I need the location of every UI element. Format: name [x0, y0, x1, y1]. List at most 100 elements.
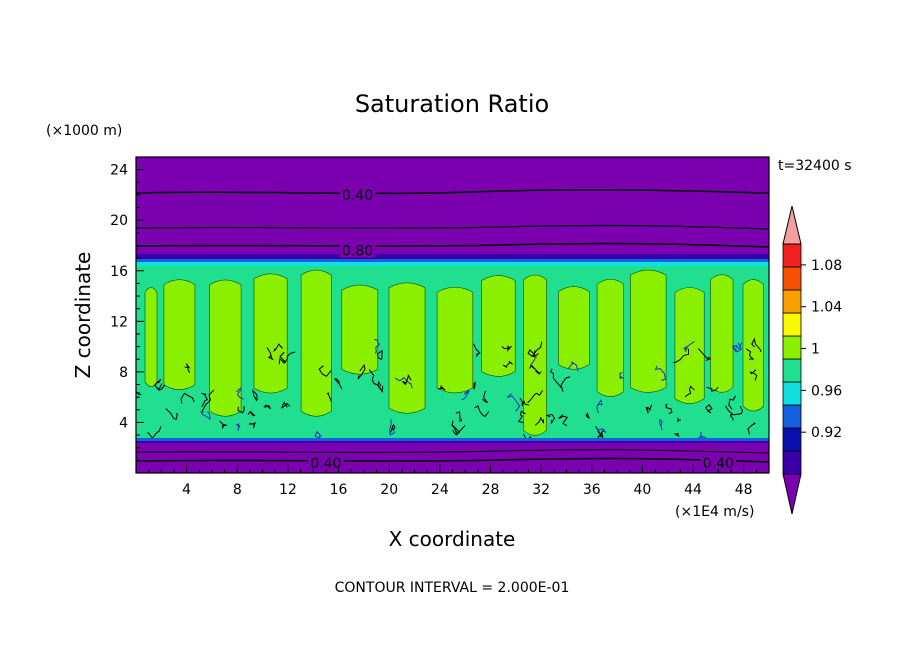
turbulence-contour [165, 408, 179, 420]
contour-label-bg [700, 453, 737, 470]
turbulence-contour [751, 337, 762, 353]
contour-labels: 0.40 0.80 0.40 0.40 [307, 185, 737, 472]
turbulence-contour [461, 389, 470, 401]
upper-transition-band-2 [136, 259, 769, 263]
supersaturated-column [630, 269, 667, 393]
turbulence-contour [654, 365, 667, 382]
contour-interval-note: CONTOUR INTERVAL = 2.000E-01 [335, 580, 570, 596]
turbulence-contour [200, 410, 211, 421]
turbulence-contour [724, 405, 734, 421]
turbulence-contour [451, 420, 461, 436]
colorbar-label: 1.08 [811, 258, 842, 274]
y-axis-ticks: 4 8 12 16 20 24 [110, 163, 144, 461]
turbulence-contour [201, 389, 215, 413]
turbulence-contour [704, 404, 713, 414]
x-tick-label: 4 [182, 482, 191, 498]
contour-label-bg [339, 185, 376, 202]
turbulence-contour [732, 342, 743, 352]
upper-transition-band [136, 254, 769, 260]
contour-line [136, 457, 769, 463]
supersaturated-column [341, 284, 379, 375]
colorbar-label: 1 [811, 342, 820, 358]
colorbar-swatch [782, 289, 802, 314]
colorbar-swatch [782, 404, 802, 429]
lower-transition-band [136, 438, 769, 442]
turbulence-contour [558, 414, 569, 427]
turbulence-contour [706, 386, 719, 392]
contour-label: 0.40 [342, 188, 373, 204]
contour-line [136, 224, 769, 230]
x-axis-ticks: 4 8 12 16 20 24 28 32 36 40 44 48 [148, 465, 757, 498]
turbulence-contour [747, 422, 757, 435]
supersaturated-column [710, 274, 734, 393]
turbulence-contour [474, 405, 489, 418]
turbulence-contour [749, 369, 758, 381]
turbulence-contour [390, 423, 396, 433]
turbulence-contour [527, 390, 544, 404]
lower-dry-region [136, 443, 769, 473]
supersaturated-column [388, 282, 426, 414]
turbulence-contour [596, 399, 603, 414]
turbulence-contour [674, 433, 680, 437]
turbulence-contour [201, 392, 208, 408]
chart-title: Saturation Ratio [355, 90, 549, 118]
turbulence-contour [402, 374, 412, 386]
turbulence-contour [237, 405, 245, 414]
turbulence-contour [585, 412, 590, 419]
colorbar-swatch [782, 266, 802, 291]
turbulence-contour [545, 413, 556, 424]
contour-label-bg [339, 241, 376, 258]
turbulence-contour [659, 418, 663, 431]
turbulence-contour [482, 390, 488, 404]
turbulence-contour [502, 360, 513, 368]
x-tick-label: 40 [633, 482, 651, 498]
turbulence-contour [665, 403, 673, 414]
supersaturated-column [596, 278, 624, 397]
x-tick-label: 16 [330, 482, 348, 498]
turbulence-contour [534, 417, 545, 426]
x-tick-label: 32 [532, 482, 550, 498]
turbulence-contour [180, 392, 195, 404]
turbulence-contour [154, 378, 163, 390]
turbulence-contour [374, 338, 380, 354]
turbulence-contour [235, 423, 241, 431]
turbulence-contour [235, 386, 244, 400]
turbulence-contour [549, 368, 563, 389]
turbulence-contour [394, 377, 413, 389]
turbulence-contour [519, 397, 530, 407]
turbulence-contour [247, 410, 256, 417]
colorbar-swatch [782, 243, 802, 268]
turbulence-contour [567, 361, 579, 372]
turbulence-contour [451, 424, 466, 436]
lower-transition-band-2 [136, 441, 769, 444]
supersaturated-column [674, 287, 705, 404]
x-tick-label: 28 [482, 482, 500, 498]
turbulence-contour [333, 378, 343, 390]
turbulence-contour [697, 348, 712, 362]
turbulent-contours [136, 337, 762, 442]
x-axis-label: X coordinate [389, 527, 516, 551]
turbulence-contour [728, 395, 737, 410]
turbulence-contour [506, 393, 521, 412]
turbulence-contour [596, 428, 607, 435]
time-label: t=32400 s [778, 158, 852, 174]
upper-transition-band-3 [136, 262, 769, 267]
turbulence-contour [273, 343, 283, 353]
y-tick-label: 4 [119, 415, 128, 431]
turbulence-contour [645, 404, 653, 414]
turbulence-contour [184, 363, 191, 374]
contour-label-bg [307, 453, 344, 470]
turbulence-contour [278, 351, 286, 365]
x-tick-label: 12 [279, 482, 297, 498]
supersaturated-column [558, 286, 590, 370]
contour-label: 0.80 [342, 244, 373, 260]
colorbar-label: 1.04 [811, 300, 842, 316]
colorbar-over-triangle [782, 205, 802, 245]
colorbar: 1.08 1.04 1 0.96 0.92 [782, 205, 842, 515]
colorbar-under-triangle [782, 473, 802, 515]
turbulence-contour [531, 341, 543, 357]
turbulence-contour [318, 365, 332, 377]
turbulence-contour [677, 417, 682, 423]
y-units-label: (×1000 m) [46, 123, 122, 139]
